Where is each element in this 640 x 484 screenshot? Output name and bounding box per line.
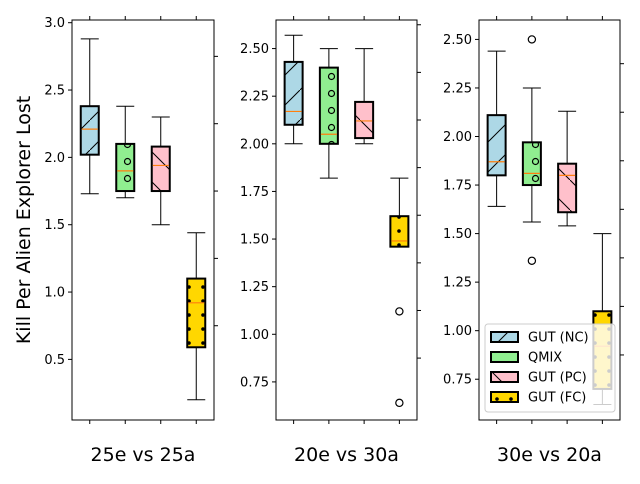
box-gut-pc [557, 110, 578, 227]
panel-2: 0.75 1.00 1.25 1.50 1.75 2.00 2.25 2.50 20e vs 3… [240, 16, 421, 466]
box-outline [354, 100, 375, 140]
box-outline [318, 66, 339, 145]
legend-swatch-outline [490, 391, 519, 403]
box-hatch [558, 163, 577, 213]
box-hatch [319, 67, 338, 144]
y-axis-label: Kill Per Alien Explorer Lost [13, 96, 35, 344]
box-hatch [284, 61, 303, 125]
x-axis-label: 30e vs 20a [497, 444, 602, 466]
y-tick-label: 1.75 [240, 185, 269, 200]
x-axis-label: 20e vs 30a [294, 444, 399, 466]
legend-swatch-outline [490, 351, 519, 363]
box-qmix [318, 48, 339, 179]
y-tick-label: 0.75 [240, 375, 269, 390]
box-outline [521, 141, 542, 187]
box-gut-fc [186, 232, 207, 401]
legend-swatch-outline [490, 371, 519, 383]
flier-point [527, 256, 537, 265]
y-tick-label: 1.5 [44, 218, 65, 233]
box-hatch [187, 278, 206, 348]
box-qmix [521, 35, 542, 265]
y-tick-label: 3.0 [44, 16, 65, 31]
panel-frame [275, 19, 418, 421]
y-tick-label: 2.50 [240, 42, 269, 57]
x-axis-label: 25e vs 25a [91, 444, 196, 466]
y-tick-label: 1.00 [443, 324, 472, 339]
legend-swatch-hatch [491, 392, 518, 402]
y-tick-label: 2.0 [44, 151, 65, 166]
flier-point [395, 398, 404, 408]
box-outline [186, 277, 207, 349]
panel-frame [478, 19, 621, 421]
legend-label: GUT (PC) [528, 371, 587, 386]
box-outline [283, 60, 304, 126]
box-hatch [151, 146, 170, 192]
box-outline [79, 105, 100, 156]
legend-swatch-hatch [491, 352, 518, 362]
flier-point [395, 307, 404, 316]
legend-label: GUT (NC) [528, 331, 589, 346]
y-tick-label: 1.50 [443, 227, 472, 242]
box-outline [150, 145, 171, 193]
panel-1: 0.5 1.0 1.5 2.0 2.5 3.0 25e vs 25a [44, 16, 218, 466]
box-gut-fc [389, 177, 410, 408]
box-gut-nc [283, 34, 304, 145]
legend-entry: GUT (NC) [490, 331, 589, 346]
box-qmix [115, 105, 136, 199]
y-tick-label: 2.00 [240, 137, 269, 152]
y-tick-label: 2.5 [44, 84, 65, 99]
box-hatch [487, 115, 506, 176]
y-tick-label: 1.25 [240, 280, 269, 295]
y-tick-label: 1.50 [240, 233, 269, 248]
y-tick-label: 1.0 [44, 286, 65, 301]
legend-swatch-hatch [491, 332, 518, 342]
box-hatch [355, 101, 374, 139]
box-gut-pc [150, 116, 171, 226]
legend-entry: QMIX [490, 351, 562, 366]
box-outline [557, 162, 578, 214]
legend: GUT (NC) QMIX GUT (PC) GUT (FC) [484, 323, 616, 413]
legend-frame [484, 323, 616, 413]
legend-entry: GUT (PC) [490, 371, 587, 386]
box-outline [486, 114, 507, 177]
flier-point [527, 35, 537, 44]
legend-swatch-hatch [491, 372, 518, 382]
box-hatch [390, 216, 409, 247]
box-hatch [522, 142, 541, 186]
box-hatch [80, 106, 99, 155]
legend-label: QMIX [528, 351, 562, 366]
panel-frame [71, 19, 215, 421]
y-tick-label: 2.25 [443, 81, 472, 96]
y-tick-label: 1.75 [443, 179, 472, 194]
legend-swatch-outline [490, 331, 519, 343]
legend-label: GUT (FC) [528, 391, 586, 406]
box-outline [389, 215, 410, 248]
y-tick-label: 0.5 [44, 353, 65, 368]
box-gut-pc [354, 48, 375, 145]
y-tick-label: 1.25 [443, 276, 472, 291]
y-tick-label: 2.50 [443, 33, 472, 48]
legend-entry: GUT (FC) [490, 391, 586, 406]
box-gut-nc [79, 38, 100, 195]
y-tick-label: 2.00 [443, 130, 472, 145]
y-tick-label: 1.00 [240, 328, 269, 343]
box-hatch [116, 143, 135, 192]
y-tick-label: 2.25 [240, 90, 269, 105]
y-tick-label: 0.75 [443, 373, 472, 388]
box-gut-nc [486, 50, 507, 207]
box-outline [115, 142, 136, 193]
